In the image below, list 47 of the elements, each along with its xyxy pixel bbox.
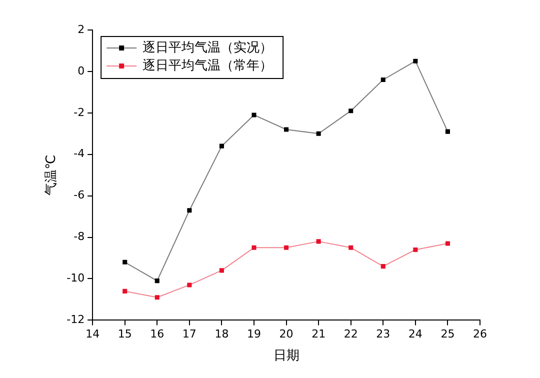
point (252, 245, 256, 250)
point (154, 295, 160, 300)
y-tick-label: -4 (74, 147, 85, 160)
point (122, 260, 128, 264)
x-tick-label: 16 (150, 328, 164, 341)
y-tick-label: -8 (74, 230, 85, 244)
point (413, 58, 418, 64)
point (252, 112, 256, 118)
point (219, 268, 224, 273)
x-tick-label: 14 (86, 328, 100, 341)
point (348, 245, 354, 250)
y-tick-label: -2 (74, 106, 85, 119)
point (445, 129, 450, 134)
point (187, 208, 192, 213)
legend-label: 逐日平均气温（实况） (142, 40, 273, 56)
point (187, 282, 192, 288)
point (348, 108, 354, 114)
x-tick-label: 21 (312, 328, 326, 341)
x-tick-label: 25 (440, 328, 455, 341)
point (122, 288, 128, 294)
legend-label: 逐日平均气温（常年） (142, 58, 273, 74)
x-axis-title: 日期 (273, 348, 300, 364)
y-tick-label: -12 (66, 313, 85, 326)
point (380, 264, 386, 269)
x-tick-label: 20 (279, 328, 294, 341)
y-tick-label: -10 (66, 272, 85, 285)
point (316, 131, 321, 136)
x-tick-label: 26 (473, 328, 487, 341)
point (154, 278, 160, 284)
point (380, 77, 386, 82)
point (316, 239, 321, 244)
y-axis-title: 气温℃ (44, 154, 60, 196)
x-tick-label: 24 (408, 328, 422, 341)
x-tick-label: 19 (246, 328, 261, 341)
y-tick-label: 0 (78, 64, 85, 78)
x-tick-label: 23 (376, 328, 390, 341)
point (284, 127, 289, 132)
x-tick-label: 17 (182, 328, 196, 341)
point (284, 245, 289, 250)
x-tick-label: 15 (118, 328, 132, 341)
point (413, 247, 418, 252)
x-tick-label: 18 (214, 328, 229, 341)
x-tick-label: 22 (344, 328, 358, 341)
point (219, 144, 224, 148)
y-tick-label: -6 (74, 188, 85, 202)
y-tick-label: 2 (78, 22, 85, 36)
point (445, 241, 450, 246)
